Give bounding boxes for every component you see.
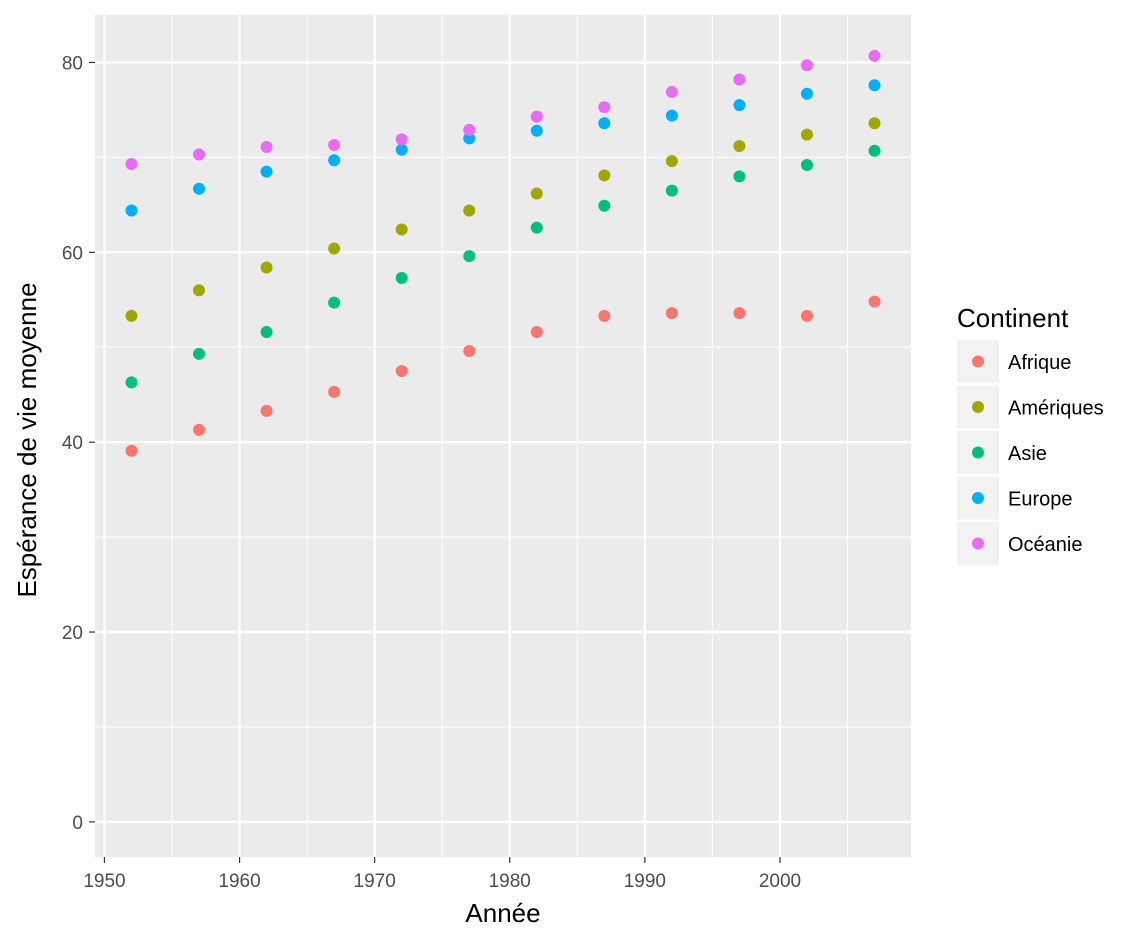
data-point [530, 110, 543, 123]
y-tick-label: 60 [62, 243, 83, 264]
data-point [868, 295, 881, 308]
data-point [125, 158, 138, 171]
data-point [598, 117, 611, 130]
data-point [733, 99, 746, 112]
data-point [260, 326, 273, 339]
data-point [193, 182, 206, 195]
data-point [193, 284, 206, 297]
data-point [260, 165, 273, 178]
data-point [800, 59, 813, 72]
legend-swatch [972, 355, 984, 368]
data-point [328, 154, 341, 167]
data-point [868, 117, 881, 130]
data-point [598, 309, 611, 322]
data-point [733, 307, 746, 320]
data-point [328, 139, 341, 152]
legend-title: Continent [957, 303, 1069, 333]
legend-label: Océanie [1008, 534, 1083, 556]
legend-label: Afrique [1008, 352, 1071, 374]
data-point [665, 155, 678, 168]
data-point [665, 307, 678, 320]
data-point [598, 199, 611, 212]
data-point [328, 385, 341, 398]
data-point [530, 187, 543, 200]
data-point [260, 140, 273, 153]
data-point [665, 109, 678, 122]
data-point [260, 261, 273, 274]
data-point [395, 271, 408, 284]
y-tick-label: 40 [62, 433, 83, 454]
x-tick-label: 1970 [354, 871, 396, 892]
data-point [800, 87, 813, 100]
data-point [733, 73, 746, 86]
data-point [733, 170, 746, 183]
data-point [800, 158, 813, 171]
legend-swatch [972, 537, 984, 550]
data-point [463, 132, 476, 145]
x-tick-label: 1960 [218, 871, 260, 892]
data-point [328, 296, 341, 309]
y-tick-label: 0 [72, 813, 83, 834]
x-axis: 1950 1960 1970 1980 1990 2000 [83, 857, 801, 892]
legend-swatch [972, 401, 984, 413]
data-points [125, 49, 881, 457]
data-point [395, 133, 408, 146]
data-point [868, 49, 881, 62]
data-point [125, 376, 138, 389]
data-point [260, 404, 273, 417]
y-tick-label: 80 [62, 53, 83, 74]
data-point [733, 139, 746, 152]
x-axis-title: Année [465, 898, 540, 928]
data-point [598, 101, 611, 114]
data-point [395, 143, 408, 156]
data-point [193, 347, 206, 360]
legend-swatch [972, 446, 984, 459]
data-point [193, 148, 206, 161]
data-point [395, 364, 408, 377]
x-tick-label: 1950 [83, 871, 125, 892]
data-point [530, 124, 543, 137]
legend-swatch [972, 492, 984, 504]
data-point [665, 85, 678, 98]
data-point [463, 250, 476, 263]
y-tick-label: 20 [62, 623, 83, 644]
data-point [125, 309, 138, 322]
y-axis: 0 20 40 60 80 [62, 53, 95, 834]
data-point [125, 204, 138, 217]
data-point [530, 221, 543, 234]
x-tick-label: 1980 [489, 871, 531, 892]
major-gridlines [95, 15, 911, 857]
legend-items: Afrique Amériques Asie Europe Océanie [957, 340, 1104, 565]
data-point [800, 309, 813, 322]
data-point [193, 423, 206, 436]
data-point [530, 326, 543, 339]
data-point [868, 144, 881, 157]
y-axis-title: Espérance de vie moyenne [12, 282, 42, 597]
legend-label: Amériques [1008, 398, 1104, 420]
data-point [800, 128, 813, 141]
legend-label: Europe [1008, 489, 1073, 511]
data-point [328, 242, 341, 255]
legend: Continent Afrique Amériques Asie Europe Océa… [957, 303, 1104, 565]
data-point [665, 184, 678, 197]
data-point [463, 123, 476, 136]
legend-label: Asie [1008, 443, 1047, 465]
data-point [868, 79, 881, 92]
plot-panel [95, 15, 911, 857]
x-tick-label: 2000 [759, 871, 801, 892]
data-point [463, 345, 476, 358]
minor-gridlines [95, 15, 911, 857]
x-tick-label: 1990 [624, 871, 666, 892]
data-point [395, 223, 408, 236]
data-point [463, 204, 476, 217]
data-point [125, 444, 138, 457]
data-point [598, 169, 611, 182]
